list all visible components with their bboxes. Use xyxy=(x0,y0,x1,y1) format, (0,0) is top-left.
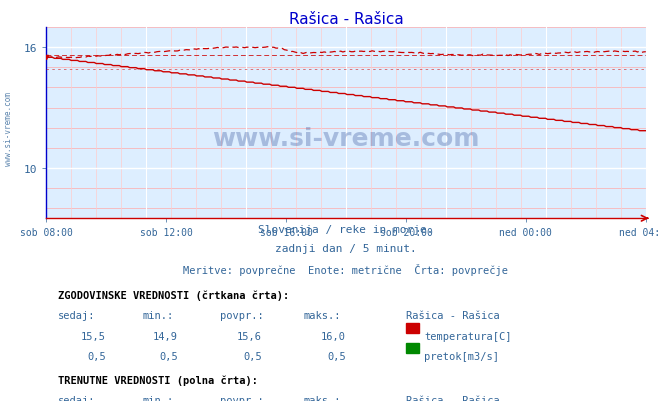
Text: Slovenija / reke in morje.: Slovenija / reke in morje. xyxy=(258,224,434,234)
Text: zadnji dan / 5 minut.: zadnji dan / 5 minut. xyxy=(275,244,417,253)
Text: Rašica - Rašica: Rašica - Rašica xyxy=(406,310,500,320)
Bar xyxy=(406,323,419,333)
Text: pretok[m3/s]: pretok[m3/s] xyxy=(424,352,499,361)
Text: sedaj:: sedaj: xyxy=(58,310,96,320)
Text: www.si-vreme.com: www.si-vreme.com xyxy=(212,127,480,151)
Bar xyxy=(406,344,419,353)
Text: temperatura[C]: temperatura[C] xyxy=(424,331,511,341)
Text: ZGODOVINSKE VREDNOSTI (črtkana črta):: ZGODOVINSKE VREDNOSTI (črtkana črta): xyxy=(58,290,289,300)
Text: Rašica - Rašica: Rašica - Rašica xyxy=(406,395,500,401)
Text: povpr.:: povpr.: xyxy=(220,395,264,401)
Text: 14,9: 14,9 xyxy=(153,331,178,341)
Text: 15,6: 15,6 xyxy=(237,331,262,341)
Text: min.:: min.: xyxy=(142,310,173,320)
Text: 15,5: 15,5 xyxy=(81,331,106,341)
Text: www.si-vreme.com: www.si-vreme.com xyxy=(4,91,13,165)
Text: 16,0: 16,0 xyxy=(321,331,346,341)
Text: maks.:: maks.: xyxy=(304,310,341,320)
Text: min.:: min.: xyxy=(142,395,173,401)
Text: povpr.:: povpr.: xyxy=(220,310,264,320)
Text: 0,5: 0,5 xyxy=(88,352,106,361)
Text: Meritve: povprečne  Enote: metrične  Črta: povprečje: Meritve: povprečne Enote: metrične Črta:… xyxy=(183,263,509,275)
Text: TRENUTNE VREDNOSTI (polna črta):: TRENUTNE VREDNOSTI (polna črta): xyxy=(58,374,258,385)
Text: maks.:: maks.: xyxy=(304,395,341,401)
Text: 0,5: 0,5 xyxy=(159,352,178,361)
Text: 0,5: 0,5 xyxy=(328,352,346,361)
Title: Rašica - Rašica: Rašica - Rašica xyxy=(289,12,403,27)
Text: 0,5: 0,5 xyxy=(243,352,262,361)
Text: sedaj:: sedaj: xyxy=(58,395,96,401)
